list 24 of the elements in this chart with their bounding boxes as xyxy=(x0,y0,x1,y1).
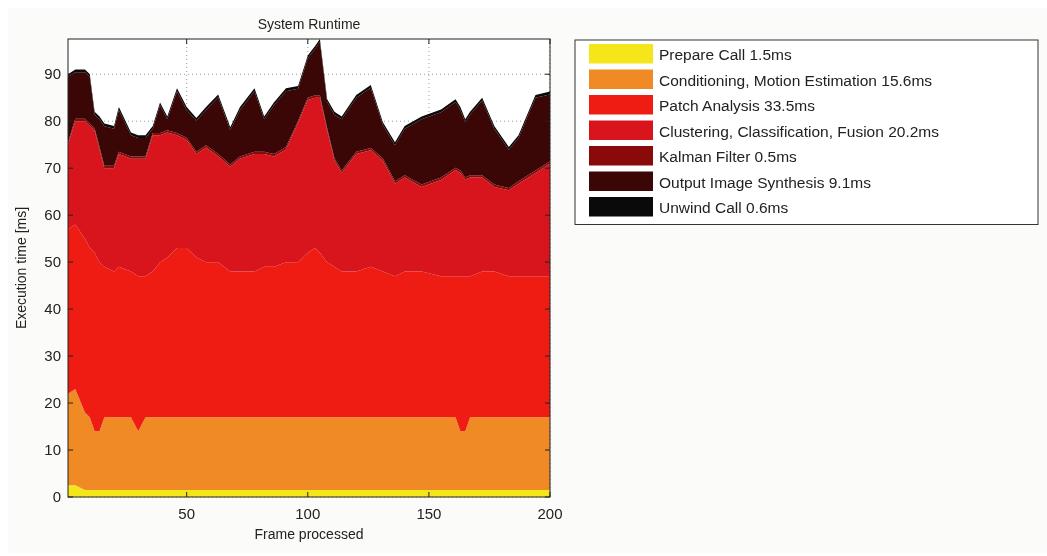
y-tick-label: 90 xyxy=(44,65,61,83)
x-tick-label: 150 xyxy=(416,505,442,522)
x-axis-title: Frame processed xyxy=(254,526,364,542)
y-tick-label: 70 xyxy=(44,159,61,177)
y-tick-label: 20 xyxy=(44,394,61,412)
y-tick-label: 80 xyxy=(44,112,61,130)
legend-label: Conditioning, Motion Estimation 15.6ms xyxy=(659,71,933,89)
y-tick-label: 60 xyxy=(44,206,61,224)
legend-label: Prepare Call 1.5ms xyxy=(659,46,792,63)
y-tick-label: 50 xyxy=(44,253,61,271)
y-tick-label: 30 xyxy=(44,347,61,365)
legend-label: Patch Analysis 33.5ms xyxy=(659,97,816,114)
legend-label: Unwind Call 0.6ms xyxy=(659,199,789,216)
x-tick-label: 50 xyxy=(178,505,196,522)
legend-label: Clustering, Classification, Fusion 20.2ms xyxy=(659,122,940,140)
y-tick-label: 40 xyxy=(44,300,61,318)
chart-title: System Runtime xyxy=(257,16,361,32)
x-tick-label: 100 xyxy=(295,505,321,522)
y-axis-title: Execution time [ms] xyxy=(13,206,29,330)
legend-label: Kalman Filter 0.5ms xyxy=(659,148,798,165)
y-tick-label: 10 xyxy=(44,441,61,459)
x-tick-label: 200 xyxy=(537,505,563,522)
y-tick-label: 0 xyxy=(52,488,61,505)
legend-label: Output Image Synthesis 9.1ms xyxy=(659,173,872,191)
